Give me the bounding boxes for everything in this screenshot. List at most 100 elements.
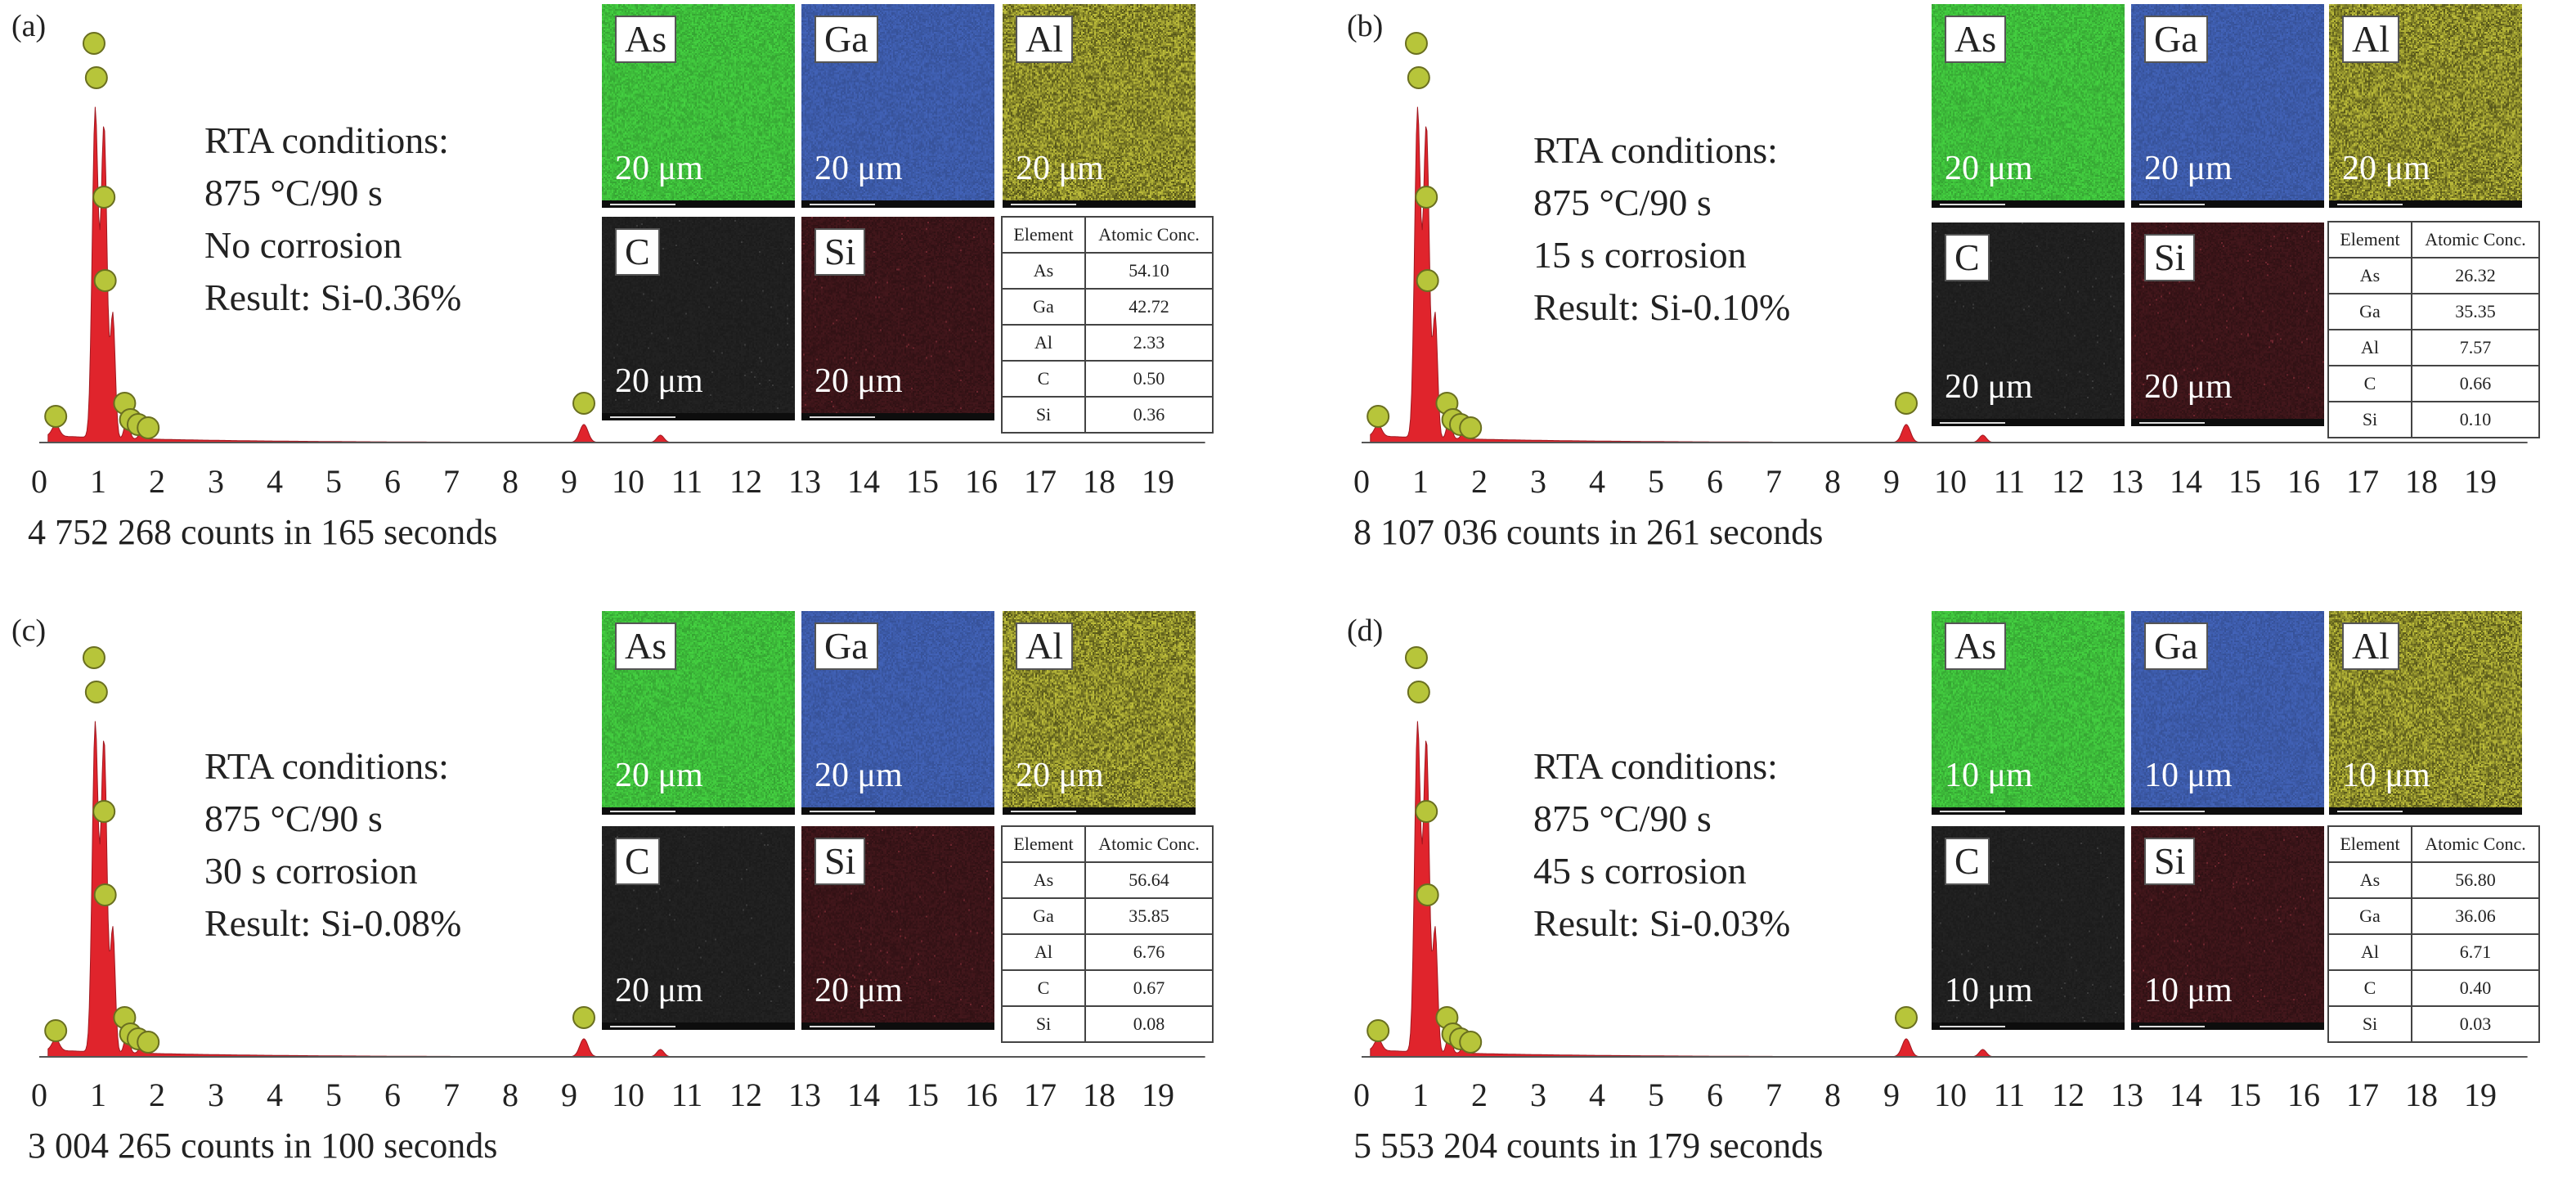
- table-row: Ga 36.06: [2328, 898, 2539, 934]
- map-scale-label: 20 μm: [615, 756, 703, 795]
- map-scale-label: 20 μm: [815, 971, 903, 1010]
- table-cell: Al: [2328, 934, 2412, 970]
- table-cell: 6.76: [1085, 934, 1213, 970]
- x-axis-tick-label: 1: [90, 1076, 106, 1114]
- table-row: Si 0.08: [1002, 1006, 1213, 1042]
- peak-marker: [95, 884, 116, 906]
- map-scale-bar: [1932, 1022, 2125, 1030]
- map-element-label: Ga: [815, 16, 878, 63]
- x-axis-tick-label: 15: [906, 1076, 939, 1114]
- map-as: As 20 μm: [602, 4, 795, 208]
- map-c: C 10 μm: [1932, 826, 2125, 1030]
- counts-caption: 8 107 036 counts in 261 seconds: [1353, 511, 1823, 553]
- rta-result: Result: Si-0.10%: [1533, 281, 1790, 334]
- map-element-label: Si: [2144, 838, 2195, 885]
- x-axis-tick-label: 9: [561, 462, 577, 501]
- map-ga: Ga 10 μm: [2131, 611, 2324, 815]
- peak-marker: [1896, 1007, 1917, 1028]
- x-axis-tick-label: 2: [1471, 1076, 1488, 1114]
- table-cell: 0.40: [2412, 970, 2539, 1006]
- peak-marker: [1406, 33, 1427, 54]
- table-row: C 0.67: [1002, 970, 1213, 1006]
- table-row: As 26.32: [2328, 258, 2539, 294]
- map-scale-label: 10 μm: [2342, 756, 2430, 795]
- map-scale-label: 20 μm: [1945, 367, 2033, 407]
- map-element-label: Al: [1016, 16, 1073, 63]
- map-ga: Ga 20 μm: [801, 4, 994, 208]
- peak-marker: [1417, 884, 1438, 906]
- table-row: Ga 35.35: [2328, 294, 2539, 330]
- table-cell: 42.72: [1085, 289, 1213, 325]
- x-axis-tick-label: 8: [502, 1076, 518, 1114]
- table-cell: 56.64: [1085, 862, 1213, 898]
- x-axis-tick-label: 5: [1648, 1076, 1664, 1114]
- x-axis-tick-labels: 0 1 2 3 4 5 6 7 8 9 10 11 12 13 14 15 16 17 18 19: [1362, 462, 2539, 503]
- map-al: Al 20 μm: [2329, 4, 2522, 208]
- x-axis-tick-label: 10: [1934, 1076, 1967, 1114]
- peak-marker: [45, 406, 66, 427]
- table-cell: 54.10: [1085, 253, 1213, 289]
- table-cell: Ga: [1002, 289, 1085, 325]
- x-axis-tick-label: 8: [1824, 462, 1841, 501]
- table-cell: 7.57: [2412, 330, 2539, 366]
- x-axis-tick-label: 6: [384, 462, 401, 501]
- peak-marker: [1408, 67, 1429, 88]
- rta-title: RTA conditions:: [204, 115, 461, 167]
- table-cell: 0.66: [2412, 366, 2539, 402]
- table-cell: As: [2328, 258, 2412, 294]
- table-cell: Al: [1002, 934, 1085, 970]
- table-cell: 26.32: [2412, 258, 2539, 294]
- x-axis-tick-label: 2: [149, 462, 165, 501]
- peak-marker: [83, 647, 105, 668]
- table-cell: C: [1002, 361, 1085, 397]
- map-element-label: As: [615, 16, 676, 63]
- table-header-row: Element Atomic Conc.: [2328, 222, 2539, 258]
- x-axis-tick-label: 12: [2052, 1076, 2085, 1114]
- peak-marker: [93, 187, 114, 208]
- x-axis-tick-label: 6: [1707, 462, 1723, 501]
- x-axis-tick-label: 15: [906, 462, 939, 501]
- peak-marker: [573, 1007, 595, 1028]
- x-axis-tick-label: 17: [2346, 462, 2379, 501]
- table-cell: 0.67: [1085, 970, 1213, 1006]
- map-scale-label: 20 μm: [615, 362, 703, 401]
- table-cell: 0.03: [2412, 1006, 2539, 1042]
- x-axis-tick-labels: 0 1 2 3 4 5 6 7 8 9 10 11 12 13 14 15 16 17 18 19: [39, 462, 1217, 503]
- map-ga: Ga 20 μm: [801, 611, 994, 815]
- x-axis-tick-label: 10: [612, 1076, 644, 1114]
- map-scale-label: 10 μm: [2144, 756, 2233, 795]
- table-cell: 36.06: [2412, 898, 2539, 934]
- peak-marker: [93, 801, 114, 822]
- x-axis-tick-label: 16: [2287, 1076, 2320, 1114]
- x-axis-tick-label: 12: [2052, 462, 2085, 501]
- x-axis-tick-label: 6: [384, 1076, 401, 1114]
- x-axis-tick-labels: 0 1 2 3 4 5 6 7 8 9 10 11 12 13 14 15 16 17 18 19: [39, 1076, 1217, 1117]
- peak-marker: [45, 1020, 66, 1041]
- peak-marker: [137, 417, 159, 438]
- x-axis-tick-label: 11: [1994, 462, 2026, 501]
- table-row: Al 7.57: [2328, 330, 2539, 366]
- peak-marker: [83, 33, 105, 54]
- table-row: Al 6.71: [2328, 934, 2539, 970]
- map-scale-bar: [1003, 807, 1196, 815]
- table-row: C 0.50: [1002, 361, 1213, 397]
- x-axis-tick-label: 5: [325, 462, 342, 501]
- x-axis-tick-label: 0: [31, 1076, 47, 1114]
- table-cell: 35.85: [1085, 898, 1213, 934]
- map-scale-label: 20 μm: [1945, 149, 2033, 188]
- map-c: C 20 μm: [602, 217, 795, 420]
- x-axis-tick-label: 15: [2228, 462, 2261, 501]
- rta-temperature: 875 °C/90 s: [204, 793, 461, 845]
- x-axis-tick-label: 18: [1083, 462, 1115, 501]
- rta-result: Result: Si-0.08%: [204, 897, 461, 950]
- table-cell: 56.80: [2412, 862, 2539, 898]
- table-cell: Al: [1002, 325, 1085, 361]
- x-axis-tick-label: 12: [729, 462, 762, 501]
- map-c: C 20 μm: [602, 826, 795, 1030]
- table-cell: Si: [2328, 1006, 2412, 1042]
- x-axis-tick-label: 13: [2111, 462, 2143, 501]
- x-axis-tick-label: 19: [1142, 462, 1174, 501]
- x-axis-tick-label: 4: [267, 462, 283, 501]
- rta-corrosion: 15 s corrosion: [1533, 229, 1790, 281]
- x-axis-tick-label: 13: [788, 462, 821, 501]
